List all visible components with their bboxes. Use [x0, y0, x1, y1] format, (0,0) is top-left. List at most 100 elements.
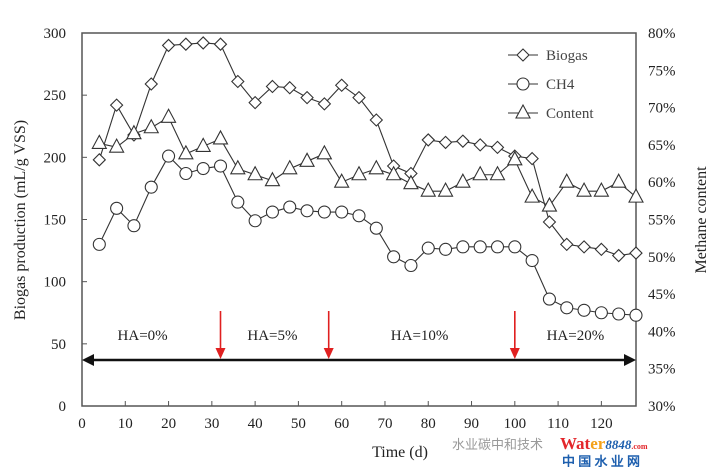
data-point [265, 205, 279, 219]
data-point [248, 214, 262, 228]
data-point [576, 181, 592, 197]
data-point [438, 135, 453, 150]
data-point [265, 79, 280, 94]
data-point [109, 98, 124, 112]
data-point [196, 36, 210, 50]
data-point [472, 165, 489, 181]
timeline-arrow-left [82, 353, 94, 366]
data-point [352, 90, 366, 105]
data-point [92, 153, 107, 167]
x-tick-label: 80 [421, 416, 436, 432]
x-tick-label: 70 [377, 416, 392, 432]
data-point [248, 95, 262, 110]
data-point [542, 292, 556, 306]
data-point [92, 237, 106, 251]
data-point [352, 209, 366, 223]
data-point [558, 173, 575, 188]
data-point [629, 246, 643, 260]
y2-tick-label: 45% [648, 287, 676, 303]
data-point [108, 137, 125, 153]
legend-marker [515, 103, 531, 119]
y2-tick-label: 60% [648, 175, 676, 191]
data-point [525, 253, 539, 268]
x-tick-label: 120 [590, 416, 613, 432]
y2-tick-label: 35% [648, 362, 676, 378]
data-point [611, 248, 626, 263]
phase-label: HA=0% [118, 328, 168, 344]
y2-tick-label: 70% [648, 101, 676, 117]
data-point [177, 144, 194, 160]
y2-tick-label: 30% [648, 399, 676, 415]
watermark-brand-com: .com [631, 442, 648, 451]
data-point [612, 307, 626, 321]
data-point [316, 144, 333, 160]
data-point [300, 204, 314, 218]
change-arrow-head [323, 347, 334, 359]
data-point [594, 242, 609, 257]
data-point [628, 187, 644, 203]
data-point [162, 149, 176, 163]
y-tick-label: 50 [51, 337, 66, 353]
legend-marker [516, 48, 530, 62]
data-point [160, 108, 177, 123]
data-point [231, 74, 245, 89]
x-tick-label: 90 [464, 416, 479, 432]
watermark-brand-cn: 中 国 水 业 网 [562, 454, 640, 467]
data-point [456, 240, 470, 254]
data-point [421, 241, 435, 255]
phase-label: HA=20% [547, 328, 605, 344]
data-point [299, 152, 315, 167]
data-point [559, 237, 574, 252]
series-line [99, 116, 637, 207]
data-point [333, 173, 350, 188]
data-point [610, 173, 627, 188]
data-point [283, 200, 297, 214]
data-point [247, 165, 264, 181]
y2-axis-title: Methane content [693, 166, 710, 274]
data-point [508, 240, 522, 254]
data-point [317, 205, 331, 219]
data-point [281, 159, 298, 175]
watermark-wechat: 水业碳中和技术 [452, 437, 543, 452]
data-point [489, 165, 506, 181]
data-point [179, 166, 193, 181]
y-tick-label: 250 [44, 88, 67, 104]
data-point [542, 215, 557, 229]
data-point [439, 242, 453, 256]
watermark: 水业碳中和技术 Water8848.com 中 国 水 业 网 [452, 434, 648, 467]
legend-label: Biogas [546, 48, 588, 64]
data-point [437, 181, 454, 197]
data-point [577, 240, 591, 254]
data-point [369, 221, 383, 235]
data-point [403, 174, 419, 190]
y-tick-label: 100 [44, 275, 67, 291]
data-point [593, 181, 610, 197]
data-point [473, 138, 487, 152]
series-ch4: CH4 [92, 77, 643, 322]
data-point [387, 250, 401, 264]
data-point [212, 129, 229, 145]
legend-label: CH4 [546, 77, 575, 93]
data-point [473, 240, 487, 254]
data-point [213, 37, 228, 51]
x-tick-label: 20 [161, 416, 176, 432]
x-axis-title: Time (d) [372, 444, 428, 461]
data-point [335, 205, 349, 219]
data-point [282, 80, 297, 95]
data-point [229, 159, 246, 175]
series-biogas: Biogas [92, 36, 643, 263]
watermark-brand: Water8848.com [560, 434, 648, 453]
watermark-brand-b: er [590, 434, 606, 453]
change-arrow-head [509, 347, 520, 359]
data-point [506, 150, 523, 166]
data-point [300, 90, 314, 105]
y2-tick-label: 75% [648, 63, 676, 79]
y-tick-label: 200 [44, 150, 67, 166]
data-point [421, 133, 436, 147]
data-point [179, 37, 193, 51]
data-point [420, 181, 437, 197]
series-line [98, 155, 637, 316]
data-point [369, 113, 384, 127]
series-line [98, 42, 637, 257]
